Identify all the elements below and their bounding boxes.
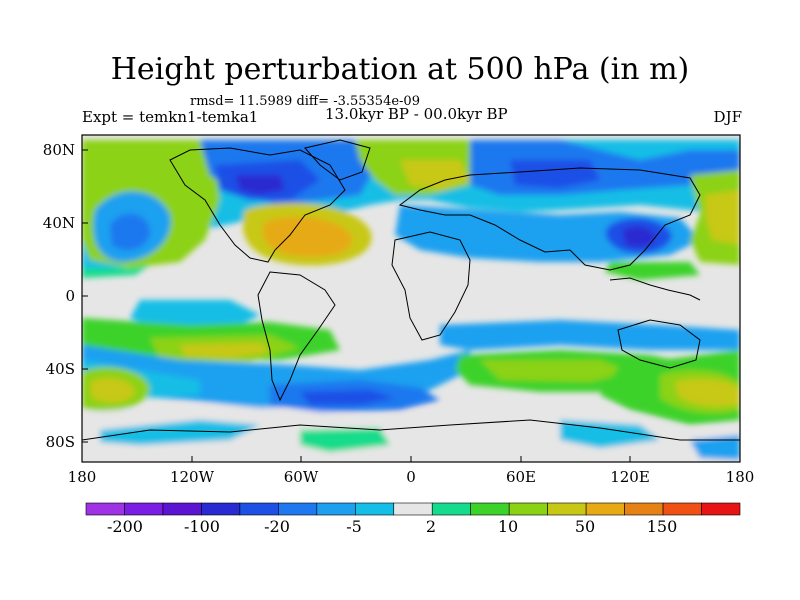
- y-label-40n: 40N: [43, 214, 75, 232]
- contour-blue-antarctic-e: [690, 435, 740, 460]
- period-label: 13.0kyr BP - 00.0kyr BP: [325, 105, 508, 123]
- colorbar-swatch: [354, 502, 395, 516]
- season-label: DJF: [713, 108, 742, 126]
- contour-yellow-eurasia: [400, 160, 470, 190]
- colorbar-swatch: [701, 502, 741, 516]
- colorbar-label: -200: [107, 517, 143, 536]
- contour-cyan-antarctic-w: [100, 420, 260, 445]
- x-label-0: 0: [406, 468, 416, 486]
- y-label-0: 0: [65, 287, 75, 305]
- x-axis-labels: 180 120W 60W 0 60E 120E 180: [68, 468, 755, 486]
- colorbar-label: -100: [184, 517, 220, 536]
- coast-greenland: [304, 139, 371, 181]
- contour-cyan-trop: [130, 300, 260, 330]
- contour-green-seasia: [605, 262, 700, 280]
- colorbar-label: 10: [497, 517, 519, 536]
- colorbar-swatch: [278, 502, 318, 516]
- contour-darkblue-siberia: [510, 160, 600, 188]
- colorbar-swatch: [585, 502, 625, 516]
- x-label-60e: 60E: [506, 468, 536, 486]
- axis-ticks: [81, 149, 741, 462]
- coast-africa: [391, 231, 471, 341]
- coast-eurasia: [398, 167, 701, 271]
- colorbar-label: 150: [646, 517, 678, 536]
- x-label-120e: 120E: [610, 468, 650, 486]
- contour-yellowgreen-indian: [480, 360, 630, 382]
- coastlines: [82, 139, 740, 441]
- contour-field: [82, 135, 740, 462]
- colorbar: [85, 502, 741, 516]
- coast-indonesia: [609, 277, 701, 301]
- y-label-40s: 40S: [46, 360, 75, 378]
- contour-yellow-pacific: [705, 190, 740, 245]
- x-label-60w: 60W: [284, 468, 319, 486]
- y-label-80n: 80N: [43, 141, 75, 159]
- colorbar-swatch: [662, 502, 702, 516]
- colorbar-swatch: [624, 502, 664, 516]
- x-label-180e: 180: [726, 468, 755, 486]
- contour-indigo-canada: [235, 175, 285, 195]
- colorbar-swatch: [201, 502, 241, 516]
- colorbar-swatch: [239, 502, 279, 516]
- colorbar-swatch: [124, 502, 164, 516]
- contour-gray-antarctic: [82, 400, 740, 462]
- colorbar-swatch: [508, 502, 548, 516]
- colorbar-label: 2: [425, 517, 437, 536]
- coast-australia: [617, 319, 701, 369]
- contour-indigo-japan: [622, 226, 656, 248]
- contour-yellow-sw: [90, 377, 135, 403]
- contour-yellow-aus: [675, 378, 740, 407]
- contour-teal-antarctic: [300, 428, 390, 452]
- colorbar-label: -20: [264, 517, 290, 536]
- contour-orange-atlantic: [262, 216, 353, 257]
- colorbar-swatch: [431, 502, 472, 516]
- contour-blue-indian: [440, 320, 740, 350]
- contour-yellow-spac: [180, 343, 270, 358]
- x-label-120w: 120W: [170, 468, 215, 486]
- colorbar-swatch: [393, 502, 433, 516]
- contour-darkerblue-satl: [300, 390, 395, 405]
- coast-antarctica: [82, 419, 740, 441]
- colorbar-label: 50: [574, 517, 596, 536]
- contour-teal-eqpac: [82, 265, 150, 278]
- contour-cyan-antarctic-e: [560, 420, 660, 448]
- colorbar-swatch: [316, 502, 356, 516]
- coast-south-america: [257, 271, 336, 402]
- y-label-80s: 80S: [46, 433, 75, 451]
- contour-darkblue-npac: [110, 213, 150, 251]
- colorbar-label: -5: [346, 517, 362, 536]
- colorbar-swatch: [547, 502, 587, 516]
- y-axis-labels: 80N 40N 0 40S 80S: [43, 141, 75, 451]
- map-title: Height perturbation at 500 hPa (in m): [110, 52, 690, 87]
- stats-text: rmsd= 11.5989 diff= -3.55354e-09: [190, 94, 420, 109]
- colorbar-swatch: [85, 502, 125, 516]
- colorbar-swatch: [470, 502, 510, 516]
- x-label-180w: 180: [68, 468, 97, 486]
- coast-north-america: [169, 147, 346, 263]
- experiment-label: Expt = temkn1-temka1: [82, 108, 259, 126]
- colorbar-swatch: [162, 502, 202, 516]
